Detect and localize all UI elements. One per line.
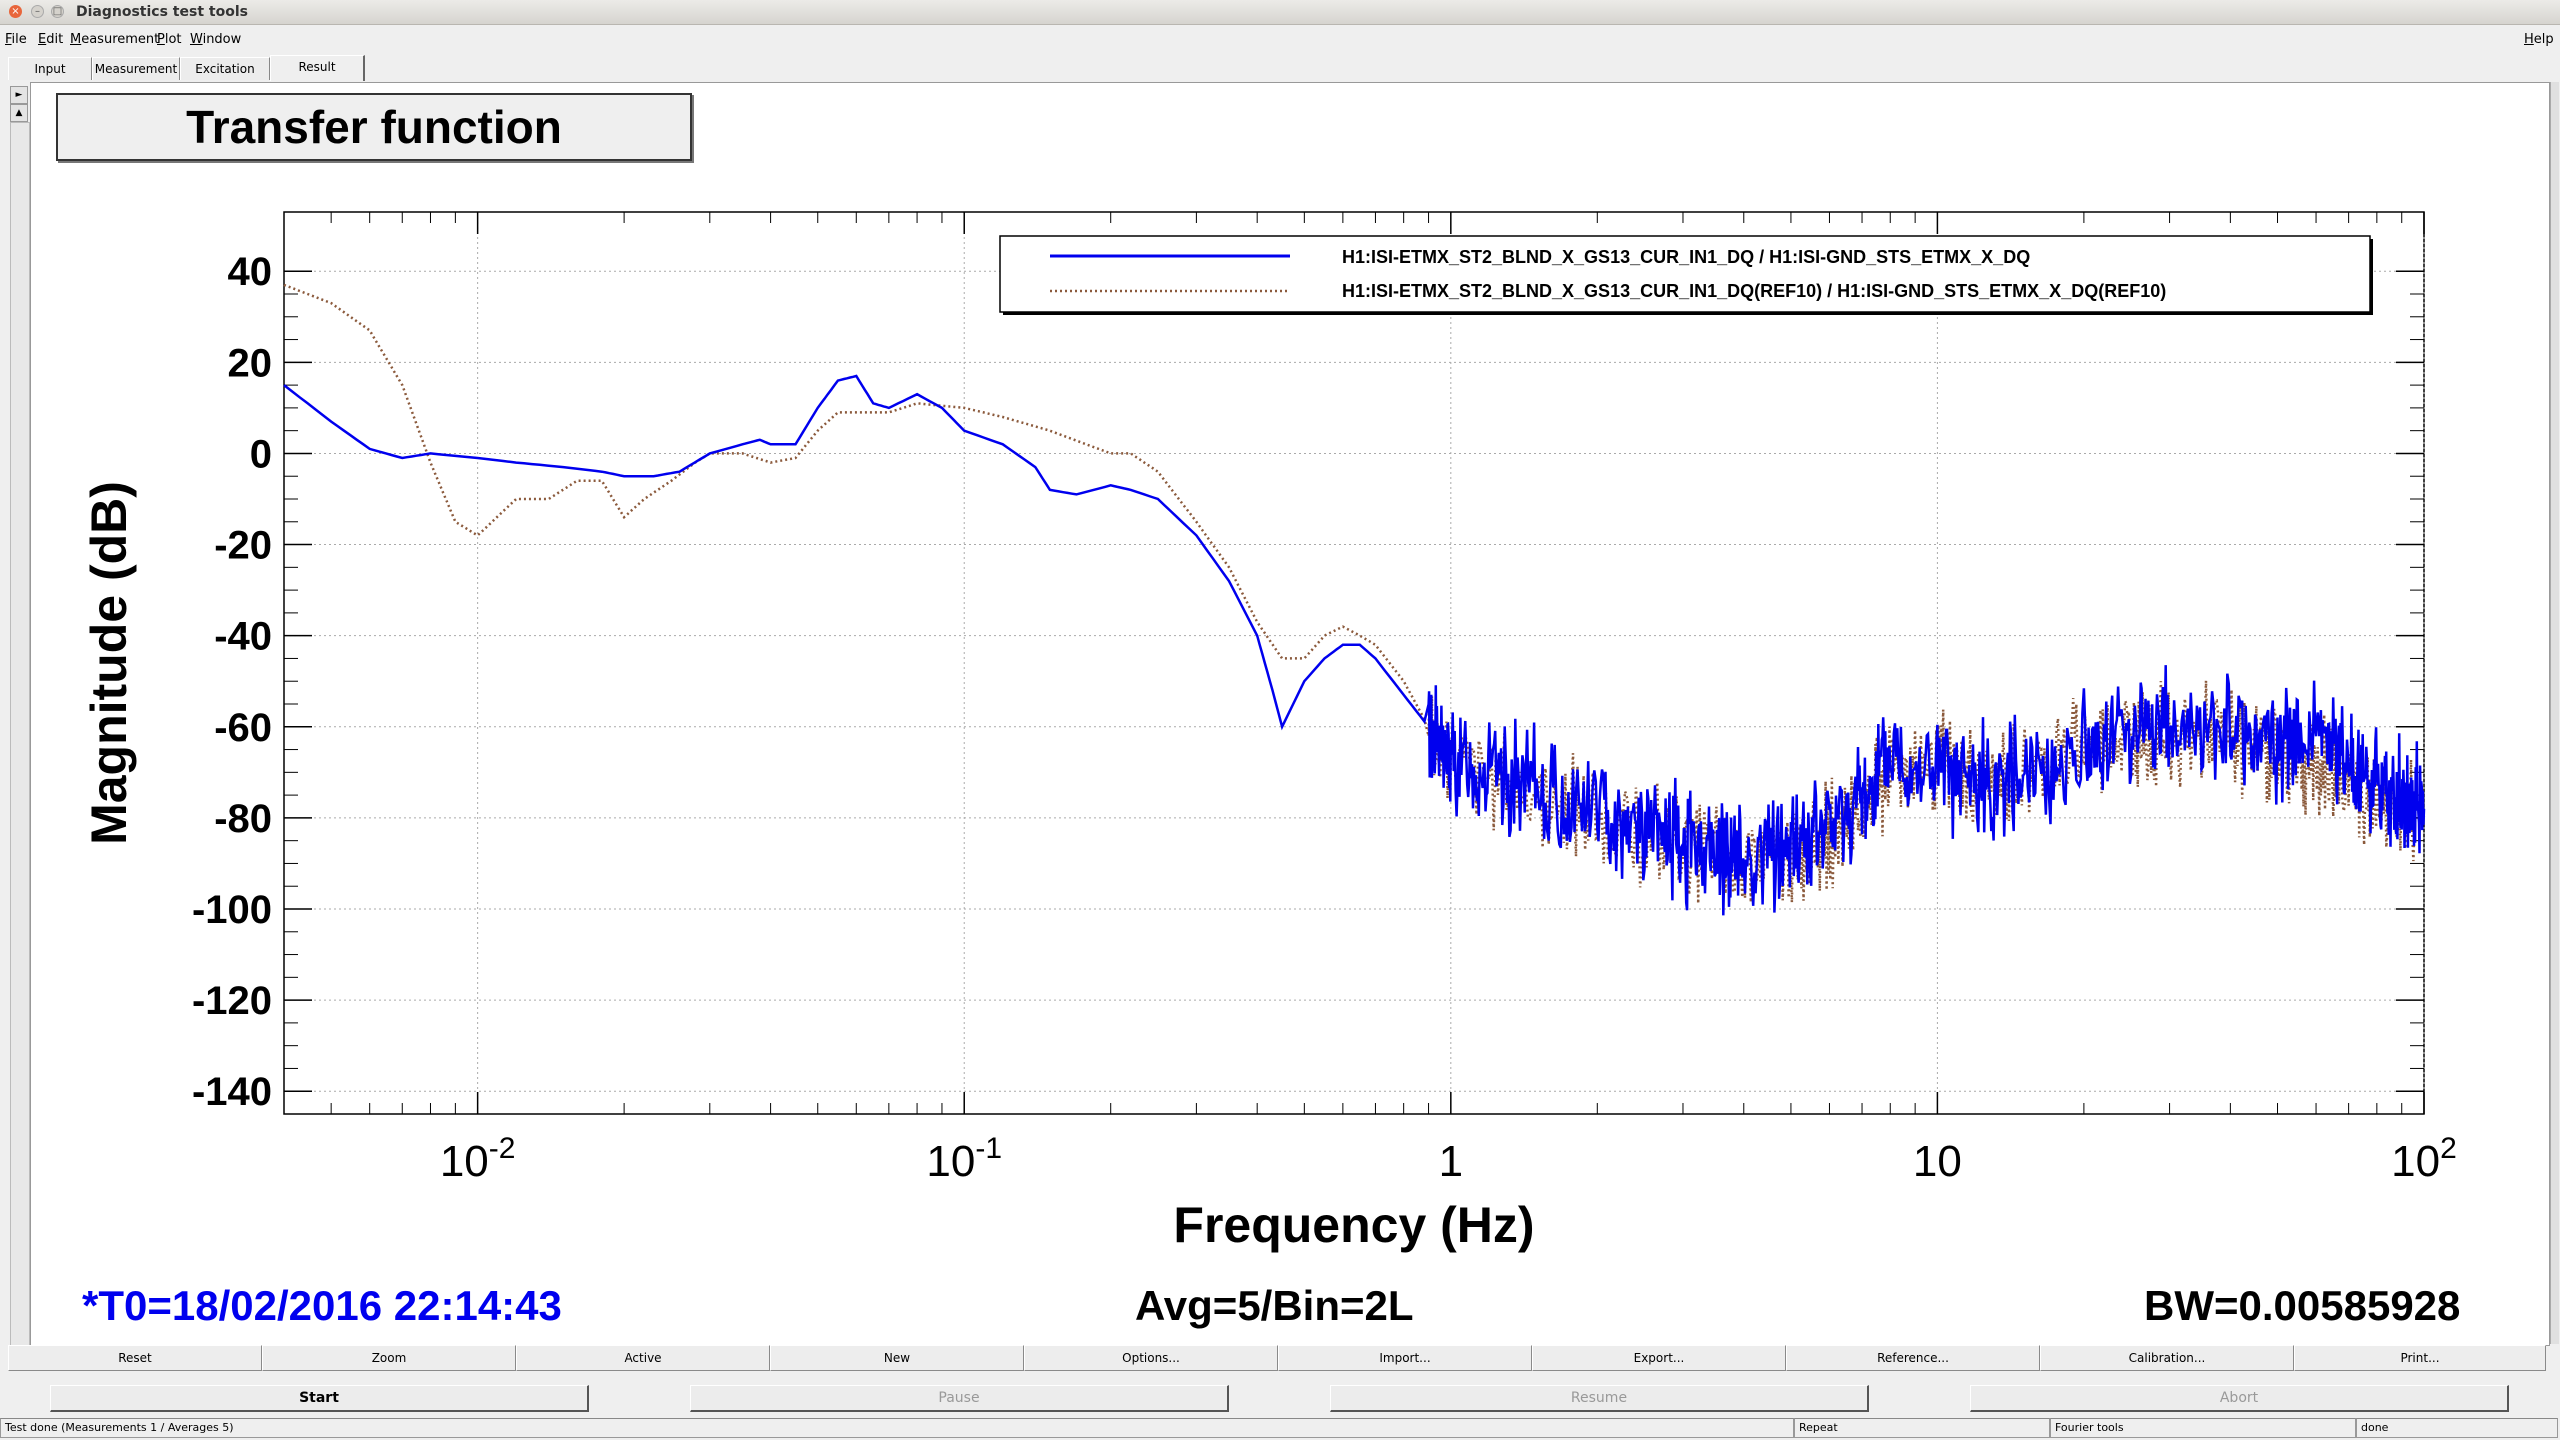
legend-entry: H1:ISI-ETMX_ST2_BLND_X_GS13_CUR_IN1_DQ /… [1342, 247, 2030, 267]
series-current-line [283, 374, 2426, 916]
tab-result[interactable]: Result [270, 55, 365, 81]
minimize-icon[interactable]: – [31, 5, 44, 18]
measurement-control-row: Start Pause Resume Abort [0, 1385, 2560, 1415]
window-title: Diagnostics test tools [76, 4, 248, 20]
active-button[interactable]: Active [516, 1345, 770, 1371]
legend-entry: H1:ISI-ETMX_ST2_BLND_X_GS13_CUR_IN1_DQ(R… [1342, 281, 2166, 301]
y-tick-label: -100 [192, 888, 272, 932]
options-button[interactable]: Options... [1024, 1345, 1278, 1371]
window-titlebar: × – □ Diagnostics test tools [0, 0, 2560, 25]
menu-plot[interactable]: Plot [157, 32, 182, 47]
collapse-up-icon[interactable]: ▲ [10, 104, 28, 122]
zoom-button[interactable]: Zoom [262, 1345, 516, 1371]
tab-excitation[interactable]: Excitation [180, 57, 270, 80]
status-bar: Test done (Measurements 1 / Averages 5) … [0, 1417, 2560, 1438]
x-axis-title: Frequency (Hz) [1173, 1197, 1534, 1253]
tab-input[interactable]: Input [8, 57, 92, 80]
pause-button[interactable]: Pause [690, 1385, 1229, 1412]
abort-button[interactable]: Abort [1970, 1385, 2509, 1412]
reference-button[interactable]: Reference... [1786, 1345, 2040, 1371]
t0-label: *T0=18/02/2016 22:14:43 [82, 1282, 562, 1329]
x-tick-label: 1 [1439, 1137, 1463, 1186]
y-tick-label: 20 [228, 341, 273, 385]
y-tick-label: -60 [214, 706, 272, 750]
y-tick-label: -120 [192, 979, 272, 1023]
bandwidth-label: BW=0.00585928 [2144, 1282, 2461, 1329]
avg-bin-label: Avg=5/Bin=2L [1135, 1282, 1414, 1329]
y-tick-label: -80 [214, 797, 272, 841]
new-button[interactable]: New [770, 1345, 1024, 1371]
y-tick-label: -20 [214, 524, 272, 568]
menubar: File Edit Measurement Plot Window Help [0, 28, 2560, 50]
x-tick-label: 10-2 [440, 1132, 516, 1186]
status-state: done [2356, 1418, 2558, 1438]
status-repeat: Repeat [1794, 1418, 2050, 1438]
menu-window[interactable]: Window [190, 32, 242, 47]
x-tick-label: 10-1 [926, 1132, 1002, 1186]
x-tick-label: 10 [1913, 1137, 1962, 1186]
plot-frame [283, 211, 2425, 1115]
close-icon[interactable]: × [9, 5, 22, 18]
resume-button[interactable]: Resume [1330, 1385, 1869, 1412]
x-tick-label: 102 [2391, 1132, 2457, 1186]
menu-help[interactable]: Help [2524, 32, 2554, 47]
vertical-scrollbar[interactable] [2550, 82, 2559, 1344]
menu-file[interactable]: File [5, 32, 27, 47]
calibration-button[interactable]: Calibration... [2040, 1345, 2294, 1371]
start-button[interactable]: Start [50, 1385, 589, 1412]
tab-measurement[interactable]: Measurement [92, 57, 180, 80]
status-message: Test done (Measurements 1 / Averages 5) [0, 1418, 1794, 1438]
maximize-icon[interactable]: □ [51, 5, 64, 18]
transfer-function-plot[interactable]: 40 20 0 -20 -40 -60 -80 -100 -120 -140 10-2 10-1 1 10… [0, 0, 2560, 1280]
print-button[interactable]: Print... [2294, 1345, 2546, 1371]
y-tick-label: 40 [228, 250, 273, 294]
menu-measurement[interactable]: Measurement [70, 32, 160, 47]
status-tool: Fourier tools [2050, 1418, 2356, 1438]
menu-edit[interactable]: Edit [38, 32, 64, 47]
y-tick-label: -140 [192, 1070, 272, 1114]
tab-bar: Input Measurement Excitation Result [0, 55, 2560, 81]
expand-right-icon[interactable]: ► [10, 86, 28, 104]
plot-title: Transfer function [186, 101, 562, 153]
y-tick-label: -40 [214, 615, 272, 659]
y-tick-label: 0 [250, 432, 272, 476]
legend-box [999, 235, 2371, 313]
plot-title-box: Transfer function [56, 93, 692, 161]
reset-button[interactable]: Reset [8, 1345, 262, 1371]
y-axis-title: Magnitude (dB) [81, 481, 137, 845]
export-button[interactable]: Export... [1532, 1345, 1786, 1371]
import-button[interactable]: Import... [1278, 1345, 1532, 1371]
plot-button-row: Reset Zoom Active New Options... Import.… [8, 1345, 2548, 1371]
